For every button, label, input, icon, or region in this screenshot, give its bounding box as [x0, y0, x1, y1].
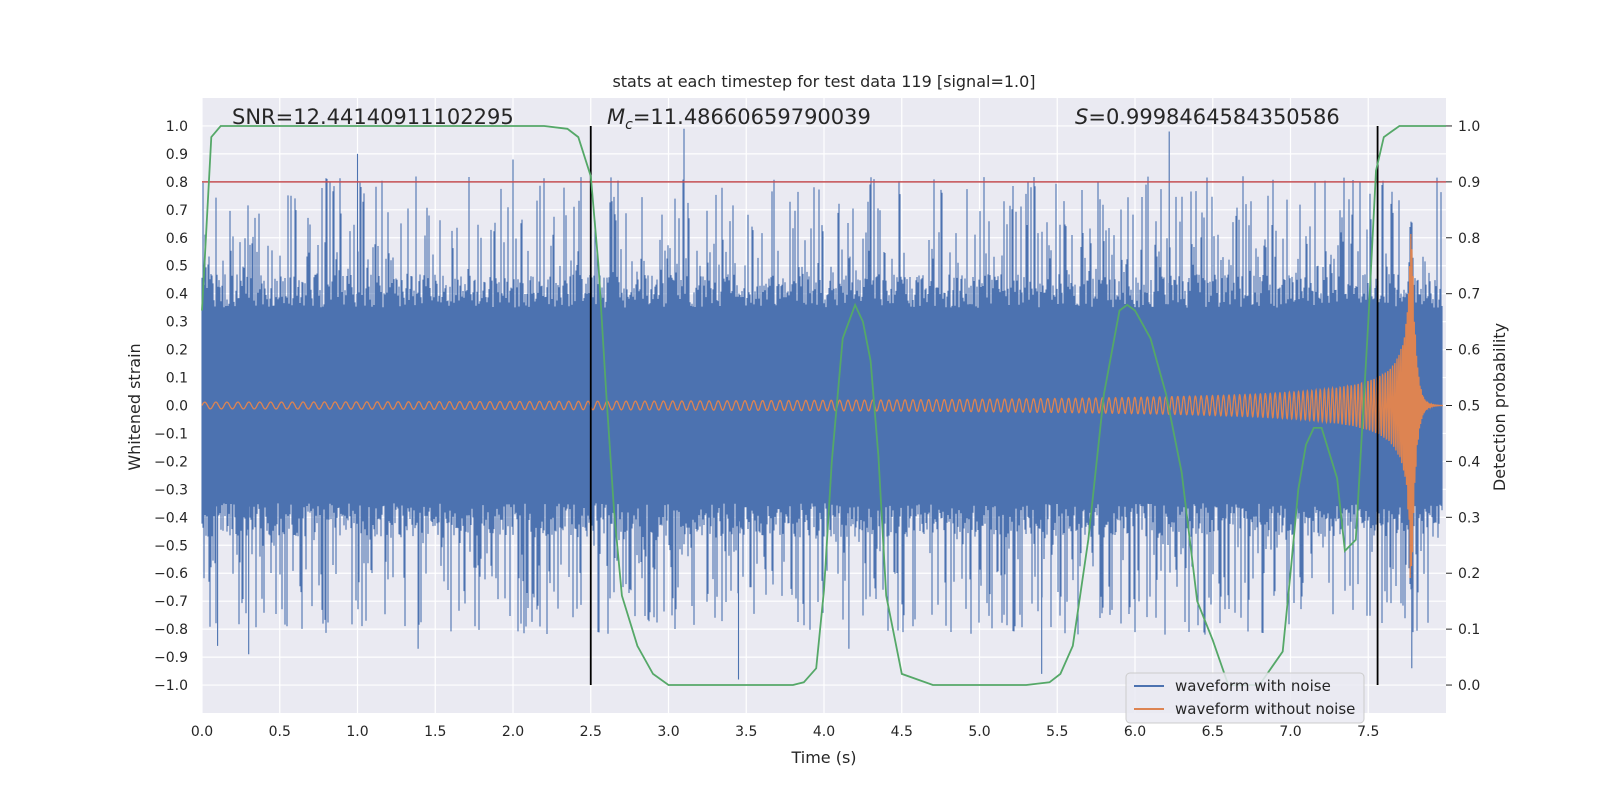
chirp-mass-value: =11.48660659790039 — [633, 105, 871, 129]
y-tick-label: −0.3 — [154, 482, 188, 498]
x-tick-label: 3.5 — [735, 724, 757, 740]
score-value: =0.9998464584350586 — [1088, 105, 1339, 129]
chirp-mass-annotation: Mc=11.48660659790039 — [607, 105, 871, 133]
x-tick-label: 2.0 — [502, 724, 524, 740]
y-right-tick-label: 0.1 — [1458, 622, 1480, 638]
y-tick-label: −0.1 — [154, 426, 188, 442]
series-waveform-without-noise — [201, 233, 1443, 579]
reference-lines — [202, 125, 1446, 686]
x-tick-label: 0.0 — [191, 724, 213, 740]
x-tick-label: 2.5 — [580, 724, 602, 740]
y-right-tick-label: 1.0 — [1458, 119, 1480, 135]
detection-probability-line — [201, 125, 1446, 686]
x-tick-label: 5.5 — [1046, 724, 1068, 740]
x-tick-label: 7.0 — [1279, 724, 1301, 740]
y-right-axis-label: Detection probability — [1490, 323, 1509, 491]
y-tick-label: −0.7 — [154, 594, 188, 610]
x-tick-label: 7.5 — [1357, 724, 1379, 740]
y-axis-label: Whitened strain — [125, 343, 144, 470]
x-tick-label: 4.5 — [891, 724, 913, 740]
y-right-tick-label: 0.7 — [1458, 287, 1480, 303]
y-tick-label: 0.5 — [166, 259, 188, 275]
legend-label-clean: waveform without noise — [1175, 700, 1355, 718]
y-right-tick-label: 0.6 — [1458, 343, 1480, 359]
y-tick-label: −0.2 — [154, 454, 188, 470]
x-tick-label: 4.0 — [813, 724, 835, 740]
y-tick-label: 0.7 — [166, 203, 188, 219]
snr-annotation: SNR=12.44140911102295 — [232, 105, 514, 129]
x-tick-label: 1.0 — [346, 724, 368, 740]
score-symbol: S — [1075, 105, 1088, 129]
y-tick-label: −1.0 — [154, 678, 188, 694]
x-tick-label: 1.5 — [424, 724, 446, 740]
score-annotation: S=0.9998464584350586 — [1075, 105, 1340, 129]
y-right-tick-label: 0.0 — [1458, 678, 1480, 694]
y-tick-label: 0.9 — [166, 147, 188, 163]
y-right-tick-label: 0.9 — [1458, 175, 1480, 191]
y-tick-label: 0.3 — [166, 315, 188, 331]
x-tick-label: 5.0 — [968, 724, 990, 740]
legend-label-noise: waveform with noise — [1175, 677, 1331, 695]
legend: waveform with noise waveform without noi… — [1125, 672, 1365, 724]
x-axis-ticks: 0.0 0.5 1.0 1.5 2.0 2.5 3.0 3.5 4.0 4.5 5.0 5.5 6.0 6… — [191, 724, 1380, 740]
y-tick-label: 0.0 — [166, 399, 188, 415]
legend-box — [1125, 672, 1365, 724]
y-tick-label: −0.6 — [154, 566, 188, 582]
waveform-without-noise-line — [201, 233, 1443, 579]
y-tick-label: −0.5 — [154, 538, 188, 554]
x-tick-label: 3.0 — [657, 724, 679, 740]
y-tick-label: −0.8 — [154, 622, 188, 638]
y-tick-label: 0.4 — [166, 287, 188, 303]
y-tick-label: 0.2 — [166, 343, 188, 359]
y-tick-label: 0.1 — [166, 371, 188, 387]
x-axis-label: Time (s) — [790, 748, 856, 767]
series-detection-probability — [201, 125, 1446, 686]
y-tick-label: 1.0 — [166, 119, 188, 135]
x-tick-label: 0.5 — [269, 724, 291, 740]
chirp-mass-symbol: M — [607, 105, 625, 129]
y-right-tick-label: 0.3 — [1458, 510, 1480, 526]
y-tick-label: 0.6 — [166, 231, 188, 247]
y-right-tick-label: 0.4 — [1458, 454, 1480, 470]
y-tick-label: −0.4 — [154, 510, 188, 526]
y-right-axis-ticks: 1.0 0.9 0.8 0.7 0.6 0.5 0.4 0.3 0.2 0.1 0.0 — [1446, 119, 1480, 694]
y-right-tick-label: 0.2 — [1458, 566, 1480, 582]
y-right-tick-label: 0.8 — [1458, 231, 1480, 247]
y-tick-label: −0.9 — [154, 650, 188, 666]
y-axis-ticks: 1.0 0.9 0.8 0.7 0.6 0.5 0.4 0.3 0.2 0.1 0.0 −0.1 −0.… — [154, 119, 188, 694]
y-tick-label: 0.8 — [166, 175, 188, 191]
y-right-tick-label: 0.5 — [1458, 399, 1480, 415]
x-tick-label: 6.0 — [1124, 724, 1146, 740]
chirp-mass-subscript: c — [625, 117, 633, 133]
x-tick-label: 6.5 — [1202, 724, 1224, 740]
chart-title: stats at each timestep for test data 119… — [612, 72, 1035, 91]
